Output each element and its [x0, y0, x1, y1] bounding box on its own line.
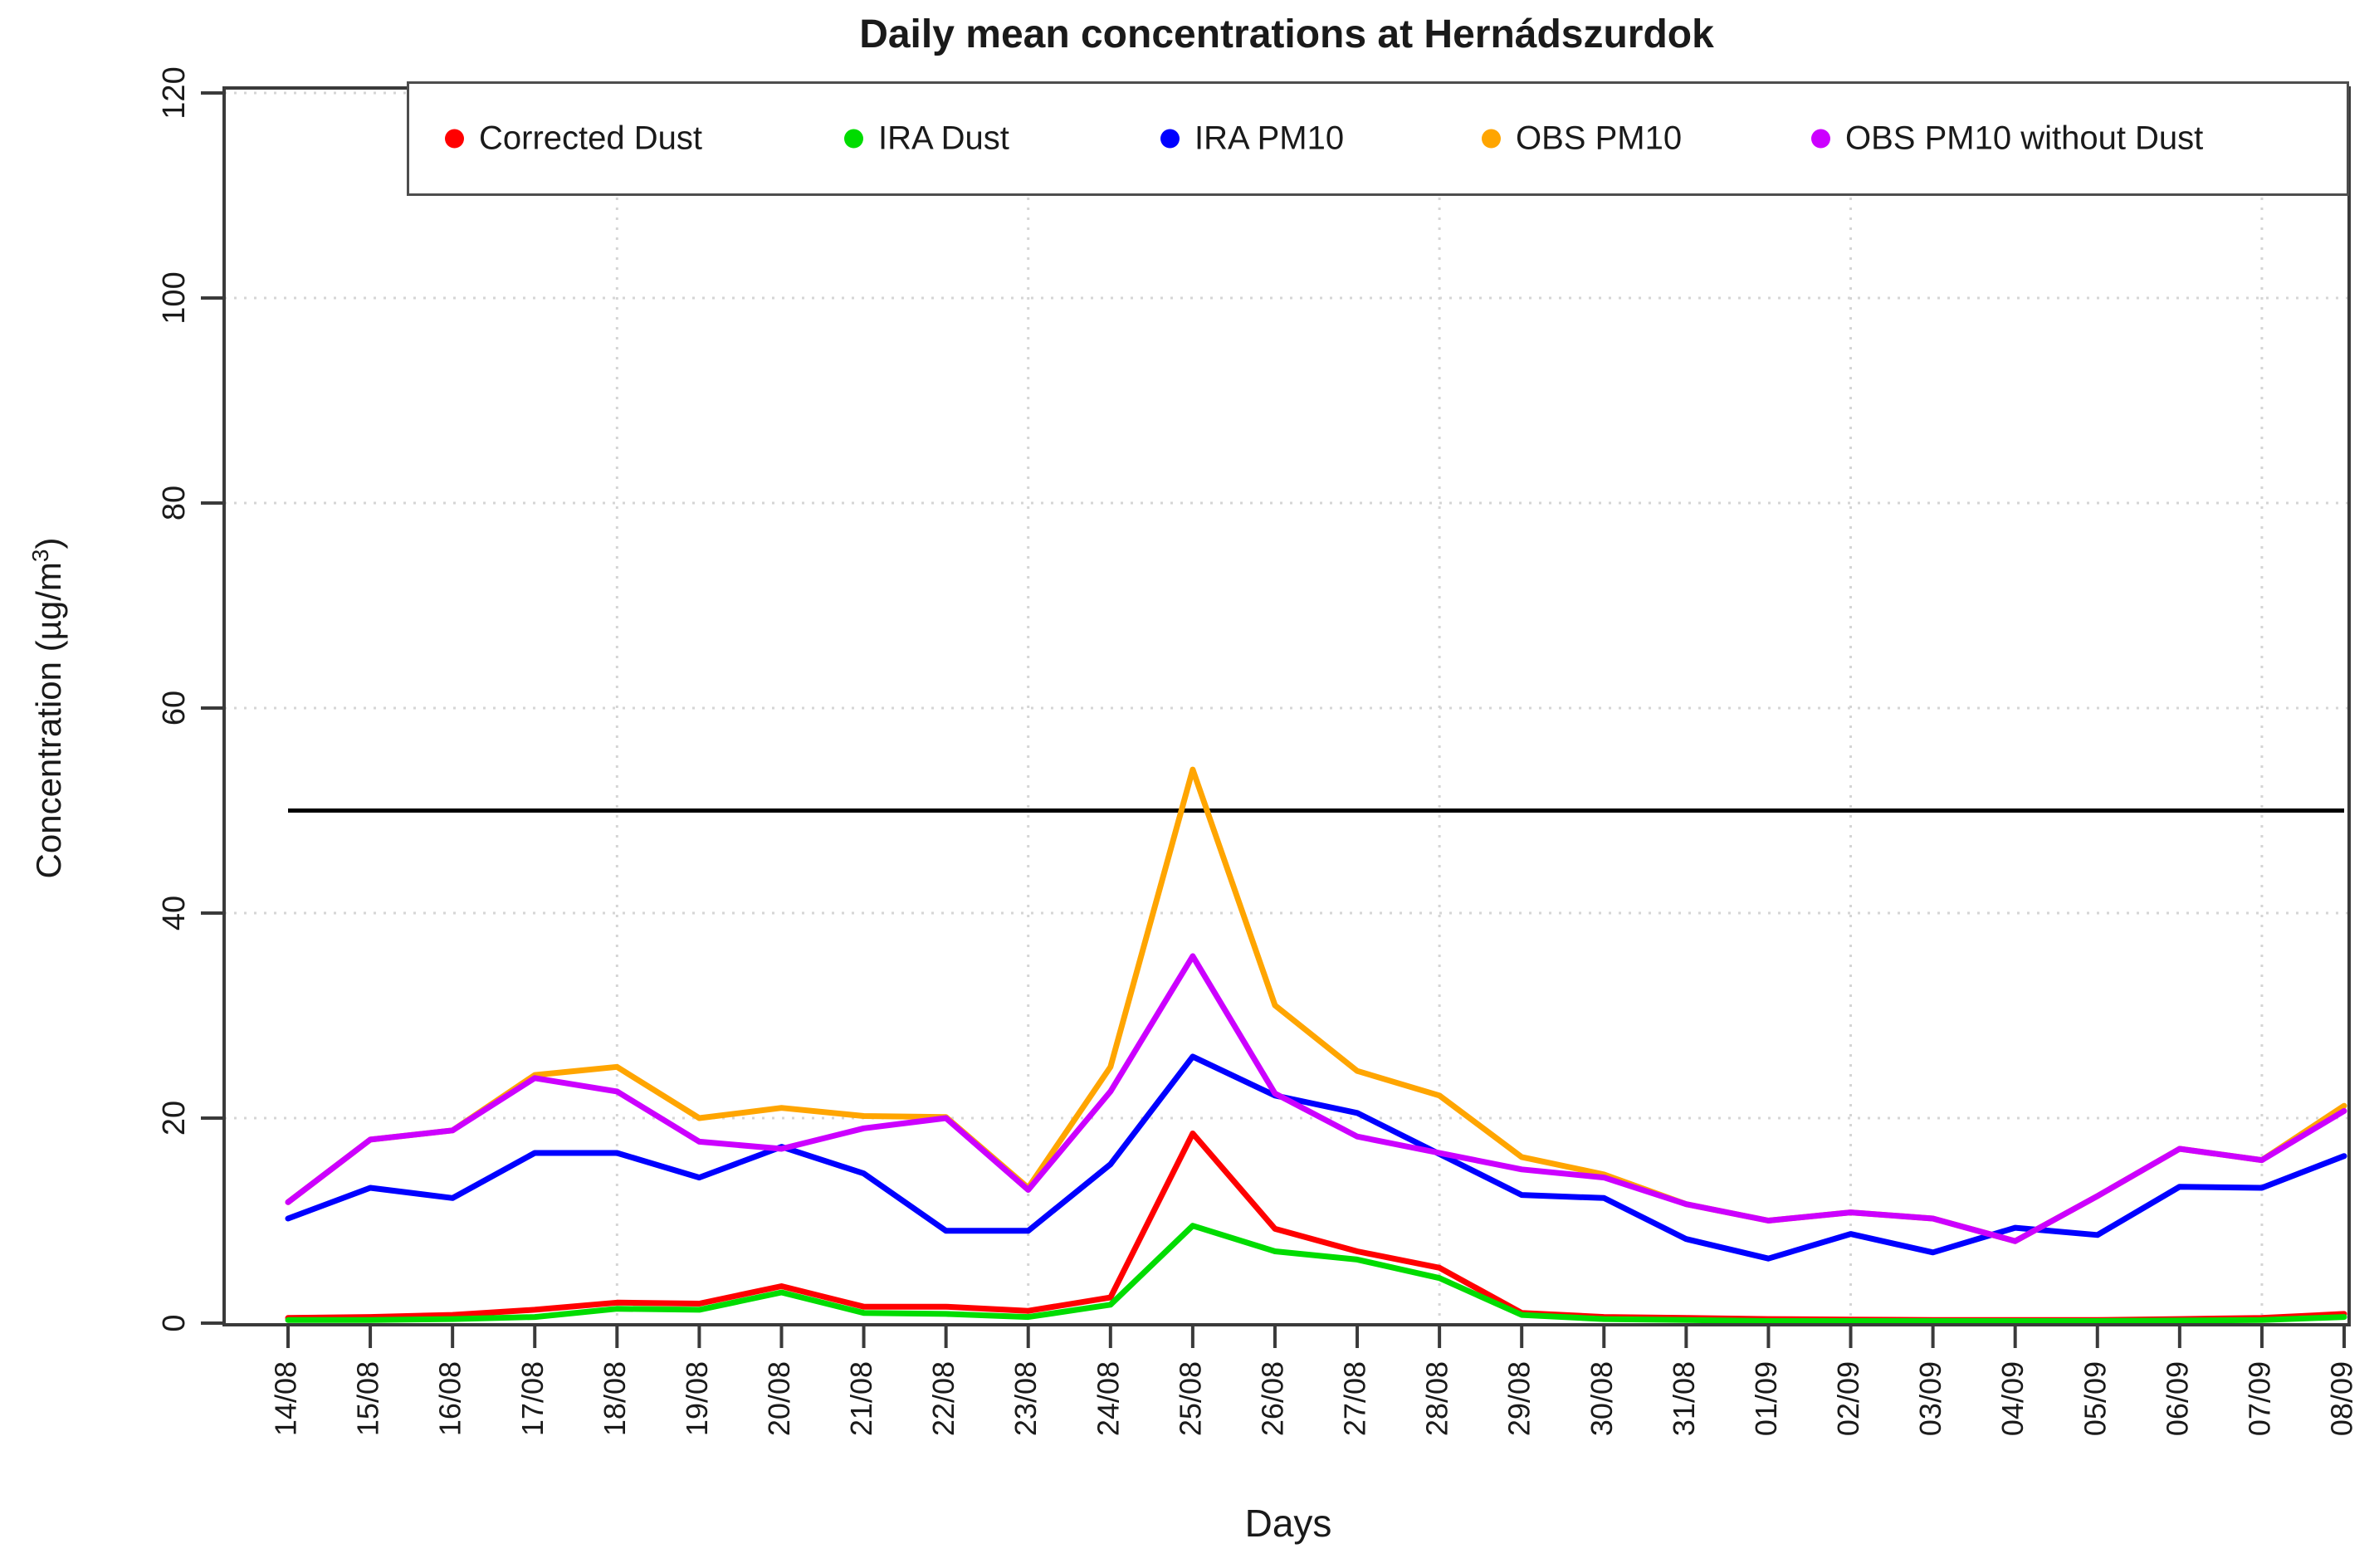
x-tick-label: 24/08 — [1091, 1361, 1125, 1436]
x-tick-label: 20/08 — [762, 1361, 796, 1436]
x-tick-label: 22/08 — [926, 1361, 960, 1436]
y-axis-label-close: ) — [29, 537, 68, 550]
legend-item-obs-pm10: OBS PM10 — [1482, 120, 1682, 158]
legend-item-ira-pm10: IRA PM10 — [1160, 120, 1344, 158]
y-axis-label-text: Concentration (µg/m — [29, 562, 68, 879]
y-tick-label: 100 — [157, 271, 192, 324]
x-tick-label: 25/08 — [1173, 1361, 1207, 1436]
x-tick-label: 30/08 — [1585, 1361, 1619, 1436]
legend-item-obs-pm10-without-dust: OBS PM10 without Dust — [1811, 120, 2203, 158]
plot-frame — [222, 86, 2351, 1326]
x-tick-label: 23/08 — [1009, 1361, 1043, 1436]
x-tick-label: 05/09 — [2078, 1361, 2112, 1436]
y-axis-label: Concentration (µg/m3) — [27, 538, 69, 879]
x-tick-label: 01/09 — [1749, 1361, 1783, 1436]
series-line-ira-pm10 — [285, 1053, 2347, 1262]
legend-label: IRA Dust — [878, 120, 1009, 157]
obs-pm10-marker-icon — [1482, 129, 1501, 149]
x-tick-label: 14/08 — [269, 1361, 303, 1436]
page-title: Daily mean concentrations at Hernádszurd… — [859, 12, 1714, 56]
y-tick-label: 120 — [157, 66, 192, 119]
x-axis-label: Days — [1244, 1502, 1332, 1545]
y-tick-label: 80 — [157, 486, 192, 520]
x-tick-label: 17/08 — [515, 1361, 550, 1436]
y-axis-label-superscript: 3 — [27, 549, 53, 563]
x-tick-label: 15/08 — [351, 1361, 385, 1436]
x-tick-label: 02/09 — [1831, 1361, 1865, 1436]
x-tick-label: 16/08 — [433, 1361, 467, 1436]
legend-label: OBS PM10 without Dust — [1845, 120, 2204, 157]
y-tick-label: 0 — [157, 1314, 192, 1331]
x-tick-label: 18/08 — [598, 1361, 632, 1436]
obs-pm10-without-dust-marker-icon — [1811, 129, 1830, 149]
legend-item-corrected-dust: Corrected Dust — [445, 120, 702, 158]
series-line-obs-pm10-without-dust — [285, 953, 2347, 1244]
x-tick-label: 28/08 — [1420, 1361, 1454, 1436]
x-tick-label: 06/09 — [2160, 1361, 2194, 1436]
legend-label: Corrected Dust — [479, 120, 702, 157]
series-line-obs-pm10 — [285, 766, 2347, 1244]
x-tick-label: 07/09 — [2242, 1361, 2276, 1436]
y-tick-label: 20 — [157, 1101, 192, 1136]
x-tick-label: 04/09 — [1996, 1361, 2030, 1436]
legend-label: IRA PM10 — [1194, 120, 1345, 157]
x-tick-label: 31/08 — [1667, 1361, 1701, 1436]
x-tick-label: 03/09 — [1913, 1361, 1947, 1436]
legend-label: OBS PM10 — [1516, 120, 1683, 157]
ira-dust-marker-icon — [844, 129, 863, 149]
x-tick-label: 26/08 — [1255, 1361, 1289, 1436]
corrected-dust-marker-icon — [445, 129, 464, 149]
x-tick-label: 21/08 — [844, 1361, 878, 1436]
ira-pm10-marker-icon — [1160, 129, 1180, 149]
y-tick-label: 40 — [157, 896, 192, 931]
x-tick-label: 19/08 — [680, 1361, 714, 1436]
y-tick-label: 60 — [157, 691, 192, 725]
legend: Corrected Dust IRA Dust IRA PM10 OBS PM1… — [407, 81, 2349, 196]
x-tick-label: 29/08 — [1502, 1361, 1536, 1436]
x-tick-label: 27/08 — [1338, 1361, 1372, 1436]
x-tick-label: 08/09 — [2325, 1361, 2359, 1436]
series-line-ira-dust — [285, 1223, 2347, 1324]
legend-item-ira-dust: IRA Dust — [844, 120, 1009, 158]
